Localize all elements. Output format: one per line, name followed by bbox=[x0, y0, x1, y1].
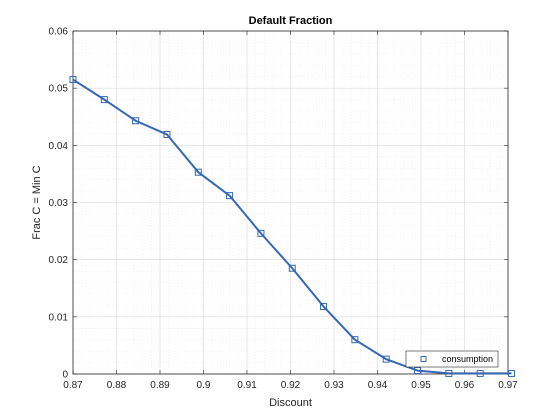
x-axis-label: Discount bbox=[269, 397, 312, 409]
data-point bbox=[507, 369, 515, 377]
data-point bbox=[163, 130, 171, 138]
legend-label: consumption bbox=[442, 354, 493, 364]
y-axis-label: Frac C = Min C bbox=[31, 165, 43, 239]
data-point bbox=[194, 168, 202, 176]
data-point bbox=[100, 96, 108, 104]
legend: consumption bbox=[405, 350, 499, 368]
x-tick-label: 0.94 bbox=[368, 380, 388, 391]
chart-title: Default Fraction bbox=[249, 15, 333, 27]
data-point bbox=[382, 355, 390, 363]
x-tick-label: 0.88 bbox=[107, 380, 127, 391]
y-tick-label: 0.05 bbox=[49, 84, 69, 95]
y-tick-label: 0.03 bbox=[49, 198, 69, 209]
data-point bbox=[288, 264, 296, 272]
x-tick-label: 0.96 bbox=[455, 380, 475, 391]
x-tick-label: 0.89 bbox=[150, 380, 170, 391]
x-axis: 0.87 0.88 0.89 0.9 0.91 0.92 0.93 0.94 0.95 0.96 0… bbox=[63, 31, 518, 391]
legend-box bbox=[405, 350, 499, 368]
x-tick-label: 0.95 bbox=[411, 380, 431, 391]
data-point bbox=[476, 369, 484, 377]
y-tick-label: 0.02 bbox=[49, 255, 69, 266]
data-point bbox=[132, 117, 140, 125]
series-layer bbox=[69, 76, 515, 377]
y-tick-label: 0.06 bbox=[49, 27, 69, 38]
data-point bbox=[445, 369, 453, 377]
x-tick-label: 0.9 bbox=[197, 380, 211, 391]
data-point bbox=[69, 76, 77, 84]
x-tick-label: 0.91 bbox=[237, 380, 257, 391]
series-line bbox=[72, 78, 512, 375]
x-tick-label: 0.87 bbox=[63, 380, 83, 391]
data-point bbox=[226, 192, 234, 200]
y-tick-label: 0 bbox=[62, 370, 68, 381]
data-point bbox=[351, 336, 359, 344]
data-point bbox=[257, 229, 265, 237]
data-point bbox=[414, 367, 422, 375]
y-tick-label: 0.01 bbox=[49, 312, 69, 323]
data-point bbox=[320, 303, 328, 311]
x-tick-label: 0.97 bbox=[498, 380, 518, 391]
x-tick-label: 0.92 bbox=[281, 380, 301, 391]
legend-marker-square-icon bbox=[420, 356, 427, 362]
y-tick-label: 0.04 bbox=[49, 141, 69, 152]
y-axis: 0 0.01 0.02 0.03 0.04 0.05 0.06 bbox=[49, 27, 508, 381]
x-tick-label: 0.93 bbox=[324, 380, 344, 391]
